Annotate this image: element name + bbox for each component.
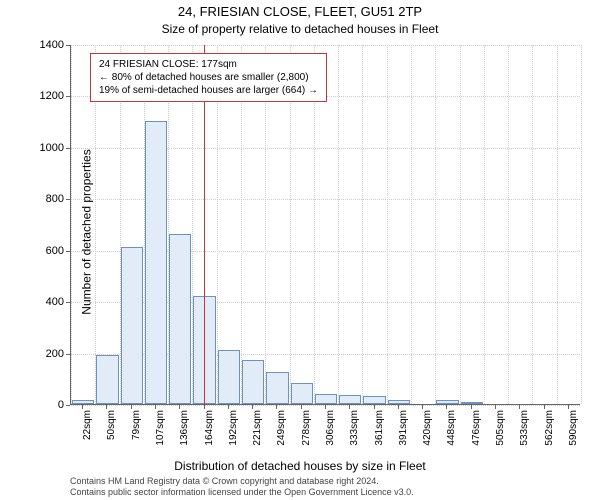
y-tick-label: 1200 [34, 90, 64, 102]
annotation-line: ← 80% of detached houses are smaller (2,… [99, 71, 318, 84]
histogram-bar [218, 350, 240, 404]
histogram-bar [145, 121, 167, 404]
y-tick-label: 1400 [34, 39, 64, 51]
x-tick-label: 361sqm [374, 410, 385, 450]
y-tick-label: 400 [34, 296, 64, 308]
x-tick-label: 221sqm [252, 410, 263, 450]
credits: Contains HM Land Registry data © Crown c… [70, 476, 590, 499]
annotation-line: 24 FRIESIAN CLOSE: 177sqm [99, 58, 318, 71]
y-tick-label: 200 [34, 348, 64, 360]
histogram-bar [291, 383, 313, 404]
x-tick-label: 420sqm [422, 410, 433, 450]
y-tick-label: 800 [34, 193, 64, 205]
x-tick-label: 562sqm [544, 410, 555, 450]
x-tick-label: 79sqm [131, 410, 142, 450]
histogram-bar [169, 234, 191, 404]
y-tick-label: 600 [34, 245, 64, 257]
histogram-bar [436, 400, 458, 404]
annotation-line: 19% of semi-detached houses are larger (… [99, 84, 318, 97]
page-title: 24, FRIESIAN CLOSE, FLEET, GU51 2TP [0, 4, 600, 19]
chart-subtitle: Size of property relative to detached ho… [0, 22, 600, 36]
x-tick-label: 590sqm [568, 410, 579, 450]
histogram-bar [242, 360, 264, 404]
x-tick-label: 249sqm [276, 410, 287, 450]
x-tick-label: 533sqm [519, 410, 530, 450]
x-tick-label: 306sqm [325, 410, 336, 450]
histogram-bar [72, 400, 94, 404]
histogram-bar [121, 247, 143, 404]
histogram-bar [96, 355, 118, 404]
x-tick-label: 278sqm [301, 410, 312, 450]
x-tick-label: 505sqm [495, 410, 506, 450]
x-tick-label: 22sqm [82, 410, 93, 450]
histogram-bar [266, 372, 288, 404]
histogram-bar [315, 394, 337, 404]
x-axis-label: Distribution of detached houses by size … [0, 459, 600, 473]
x-tick-label: 136sqm [179, 410, 190, 450]
x-tick-label: 448sqm [446, 410, 457, 450]
credits-line: Contains public sector information licen… [70, 487, 590, 498]
y-tick-label: 1000 [34, 142, 64, 154]
x-tick-label: 164sqm [204, 410, 215, 450]
x-tick-label: 107sqm [155, 410, 166, 450]
x-tick-label: 192sqm [228, 410, 239, 450]
annotation-box: 24 FRIESIAN CLOSE: 177sqm ← 80% of detac… [90, 53, 327, 102]
x-tick-label: 476sqm [471, 410, 482, 450]
y-tick-label: 0 [34, 399, 64, 411]
histogram-bar [461, 402, 483, 404]
x-tick-label: 50sqm [106, 410, 117, 450]
histogram-bar [363, 396, 385, 404]
credits-line: Contains HM Land Registry data © Crown c… [70, 476, 590, 487]
histogram-bar [388, 400, 410, 404]
x-tick-label: 391sqm [398, 410, 409, 450]
histogram-bar [339, 395, 361, 404]
x-tick-label: 333sqm [349, 410, 360, 450]
